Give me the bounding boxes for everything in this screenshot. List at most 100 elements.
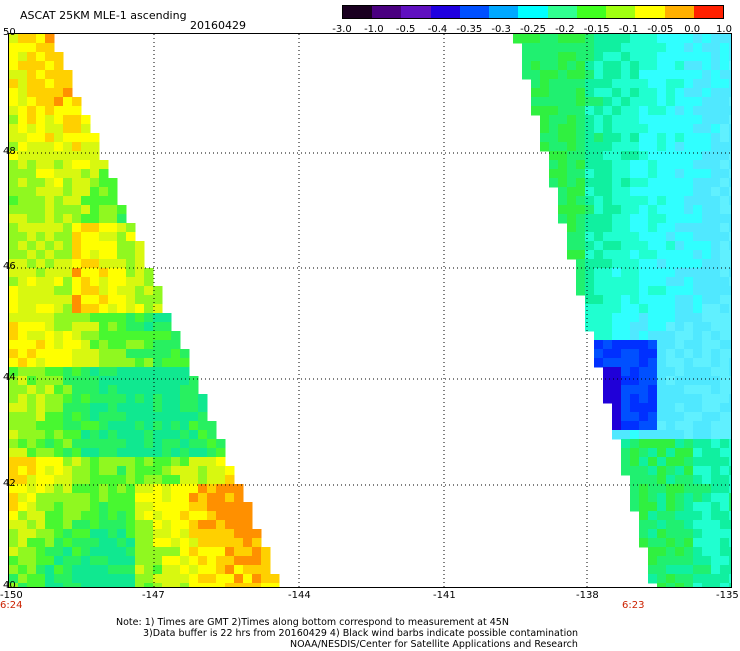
swath-pixel xyxy=(144,457,154,467)
swath-pixel xyxy=(666,142,676,152)
swath-pixel xyxy=(648,97,658,107)
swath-pixel xyxy=(657,232,667,242)
swath-pixel xyxy=(657,286,667,296)
swath-pixel xyxy=(36,511,46,521)
swath-pixel xyxy=(639,115,649,125)
swath-pixel xyxy=(108,583,118,587)
swath-pixel xyxy=(594,214,604,224)
swath-pixel xyxy=(603,259,613,269)
swath-pixel xyxy=(639,331,649,341)
swath-pixel xyxy=(126,574,136,584)
swath-pixel xyxy=(675,61,685,71)
swath-pixel xyxy=(657,43,667,53)
swath-pixel xyxy=(243,583,253,587)
swath-pixel xyxy=(549,115,559,125)
swath-pixel xyxy=(54,196,64,206)
swath-pixel xyxy=(162,439,172,449)
swath-pixel xyxy=(54,520,64,530)
swath-pixel xyxy=(72,232,82,242)
swath-pixel xyxy=(711,439,721,449)
swath-pixel xyxy=(216,583,226,587)
swath-pixel xyxy=(126,439,136,449)
swath-pixel xyxy=(675,187,685,197)
swath-pixel xyxy=(720,142,730,152)
swath-pixel xyxy=(216,574,226,584)
swath-pixel xyxy=(603,34,613,44)
swath-pixel xyxy=(72,502,82,512)
swath-pixel xyxy=(549,124,559,134)
swath-pixel xyxy=(117,376,127,386)
swath-pixel xyxy=(252,565,262,575)
swath-pixel xyxy=(612,79,622,89)
swath-pixel xyxy=(612,313,622,323)
swath-pixel xyxy=(612,232,622,242)
swath-pixel xyxy=(72,475,82,485)
swath-pixel xyxy=(657,34,667,44)
swath-pixel xyxy=(27,358,37,368)
swath-pixel xyxy=(54,340,64,350)
swath-pixel xyxy=(630,331,640,341)
swath-pixel xyxy=(540,124,550,134)
swath-pixel xyxy=(711,187,721,197)
swath-pixel xyxy=(198,493,208,503)
swath-pixel xyxy=(162,331,172,341)
swath-pixel xyxy=(90,178,100,188)
swath-pixel xyxy=(63,151,73,161)
swath-pixel xyxy=(666,70,676,80)
swath-pixel xyxy=(711,178,721,188)
swath-pixel xyxy=(666,403,676,413)
swath-pixel xyxy=(144,430,154,440)
swath-pixel xyxy=(27,178,37,188)
swath-pixel xyxy=(90,367,100,377)
swath-pixel xyxy=(99,250,109,260)
swath-pixel xyxy=(99,376,109,386)
swath-pixel xyxy=(729,412,731,422)
swath-pixel xyxy=(585,169,595,179)
swath-pixel xyxy=(621,403,631,413)
swath-pixel xyxy=(720,484,730,494)
swath-pixel xyxy=(702,133,712,143)
swath-pixel xyxy=(684,223,694,233)
swath-pixel xyxy=(153,529,163,539)
swath-pixel xyxy=(54,322,64,332)
swath-pixel xyxy=(657,340,667,350)
swath-pixel xyxy=(657,241,667,251)
swath-pixel xyxy=(63,520,73,530)
swath-pixel xyxy=(666,502,676,512)
swath-pixel xyxy=(612,124,622,134)
swath-pixel xyxy=(135,376,145,386)
colorbar-cell xyxy=(693,6,724,18)
swath-pixel xyxy=(558,115,568,125)
swath-pixel xyxy=(621,88,631,98)
swath-pixel xyxy=(675,313,685,323)
colorbar-cell xyxy=(547,6,577,18)
note-line-1: Note: 1) Times are GMT 2)Times along bot… xyxy=(116,617,509,628)
swath-pixel xyxy=(594,124,604,134)
swath-pixel xyxy=(567,232,577,242)
swath-pixel xyxy=(18,367,28,377)
graticule xyxy=(9,34,731,587)
swath-pixel xyxy=(684,322,694,332)
swath-pixel xyxy=(630,241,640,251)
swath-pixel xyxy=(108,412,118,422)
swath-pixel xyxy=(612,277,622,287)
swath-pixel xyxy=(675,250,685,260)
swath-pixel xyxy=(576,106,586,116)
swath-pixel xyxy=(621,61,631,71)
swath-pixel xyxy=(81,331,91,341)
swath-pixel xyxy=(648,322,658,332)
swath-pixel xyxy=(189,547,199,557)
swath-pixel xyxy=(135,511,145,521)
swath-pixel xyxy=(702,286,712,296)
swath-pixel xyxy=(63,214,73,224)
swath-pixel xyxy=(99,196,109,206)
swath-pixel xyxy=(639,133,649,143)
swath-pixel xyxy=(693,34,703,44)
swath-pixel xyxy=(666,322,676,332)
swath-pixel xyxy=(72,124,82,134)
swath-pixel xyxy=(81,169,91,179)
swath-pixel xyxy=(54,412,64,422)
swath-pixel xyxy=(63,421,73,431)
swath-pixel xyxy=(630,385,640,395)
swath-pixel xyxy=(99,511,109,521)
